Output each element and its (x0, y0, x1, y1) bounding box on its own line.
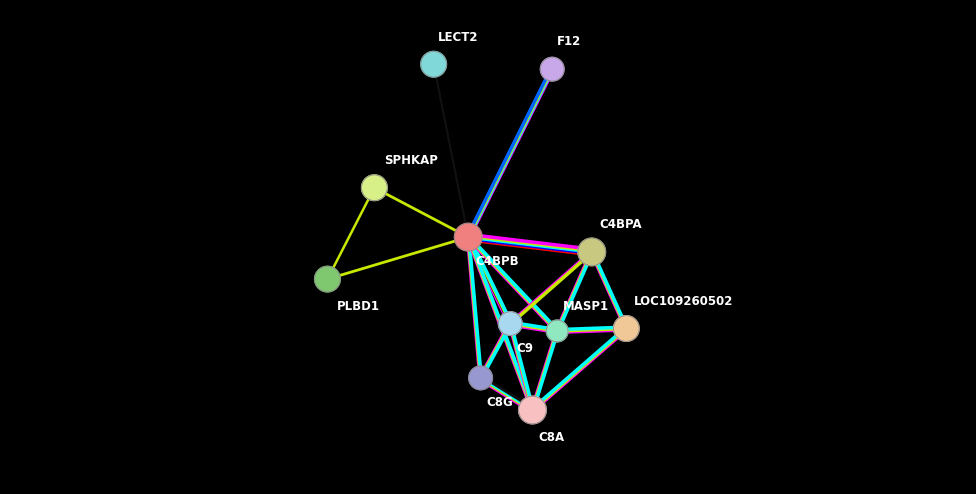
Circle shape (547, 320, 568, 342)
Text: C8G: C8G (486, 396, 513, 409)
Text: C9: C9 (516, 342, 533, 355)
Text: MASP1: MASP1 (563, 300, 609, 313)
Circle shape (502, 315, 518, 332)
Circle shape (523, 400, 542, 420)
Text: LECT2: LECT2 (437, 31, 478, 43)
Circle shape (614, 316, 639, 341)
Circle shape (518, 396, 547, 424)
Circle shape (472, 370, 489, 386)
Circle shape (468, 366, 493, 390)
Circle shape (365, 179, 384, 197)
Circle shape (618, 320, 635, 337)
Circle shape (318, 270, 337, 288)
Text: LOC109260502: LOC109260502 (633, 295, 733, 308)
Circle shape (544, 61, 560, 78)
Circle shape (459, 227, 478, 247)
Text: C4BPB: C4BPB (475, 255, 519, 268)
Circle shape (541, 57, 564, 81)
Circle shape (361, 175, 387, 201)
Text: C4BPA: C4BPA (599, 218, 642, 231)
Circle shape (549, 324, 565, 338)
Text: C8A: C8A (539, 431, 564, 444)
Circle shape (578, 238, 605, 266)
Circle shape (499, 312, 522, 335)
Text: PLBD1: PLBD1 (338, 300, 381, 313)
Circle shape (314, 266, 341, 292)
Text: F12: F12 (557, 36, 582, 48)
Circle shape (425, 55, 443, 73)
Text: SPHKAP: SPHKAP (385, 154, 438, 167)
Circle shape (582, 242, 601, 262)
Circle shape (421, 51, 446, 77)
Circle shape (455, 223, 482, 251)
